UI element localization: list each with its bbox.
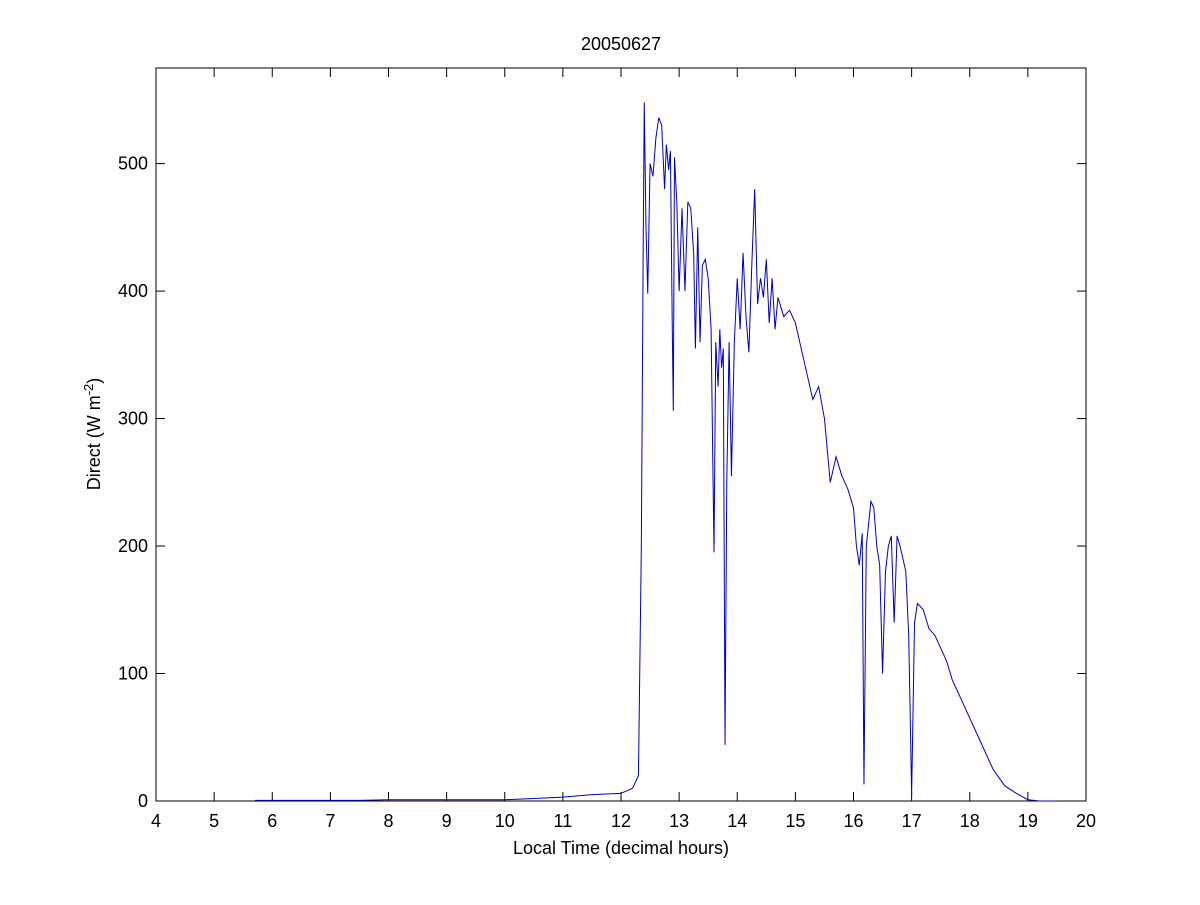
y-tick-label: 400 (118, 281, 148, 301)
y-axis-label: Direct (W m-2) (81, 378, 104, 491)
x-tick-label: 12 (611, 811, 631, 831)
x-tick-label: 11 (554, 811, 573, 831)
chart-title: 20050627 (581, 34, 661, 54)
x-tick-label: 9 (442, 811, 452, 831)
x-tick-label: 6 (267, 811, 277, 831)
y-tick-label: 300 (118, 409, 148, 429)
x-tick-label: 18 (960, 811, 980, 831)
y-label-suffix: ) (84, 378, 104, 384)
x-tick-label: 13 (669, 811, 689, 831)
x-tick-label: 19 (1018, 811, 1038, 831)
y-tick-label: 100 (118, 664, 148, 684)
x-tick-label: 20 (1076, 811, 1096, 831)
x-tick-label: 16 (843, 811, 863, 831)
y-label-text: Direct (W m (84, 395, 104, 490)
y-label-sup: -2 (81, 384, 96, 396)
x-axis-label: Local Time (decimal hours) (513, 838, 729, 858)
x-tick-label: 5 (209, 811, 219, 831)
x-tick-label: 10 (495, 811, 515, 831)
x-tick-label: 8 (383, 811, 393, 831)
x-tick-label: 15 (785, 811, 805, 831)
y-tick-label: 500 (118, 154, 148, 174)
data-line (254, 102, 1057, 802)
x-tick-label: 14 (727, 811, 747, 831)
x-tick-label: 7 (325, 811, 335, 831)
y-tick-label: 200 (118, 536, 148, 556)
y-tick-label: 0 (138, 791, 148, 811)
x-tick-label: 4 (151, 811, 161, 831)
x-tick-label: 17 (902, 811, 922, 831)
